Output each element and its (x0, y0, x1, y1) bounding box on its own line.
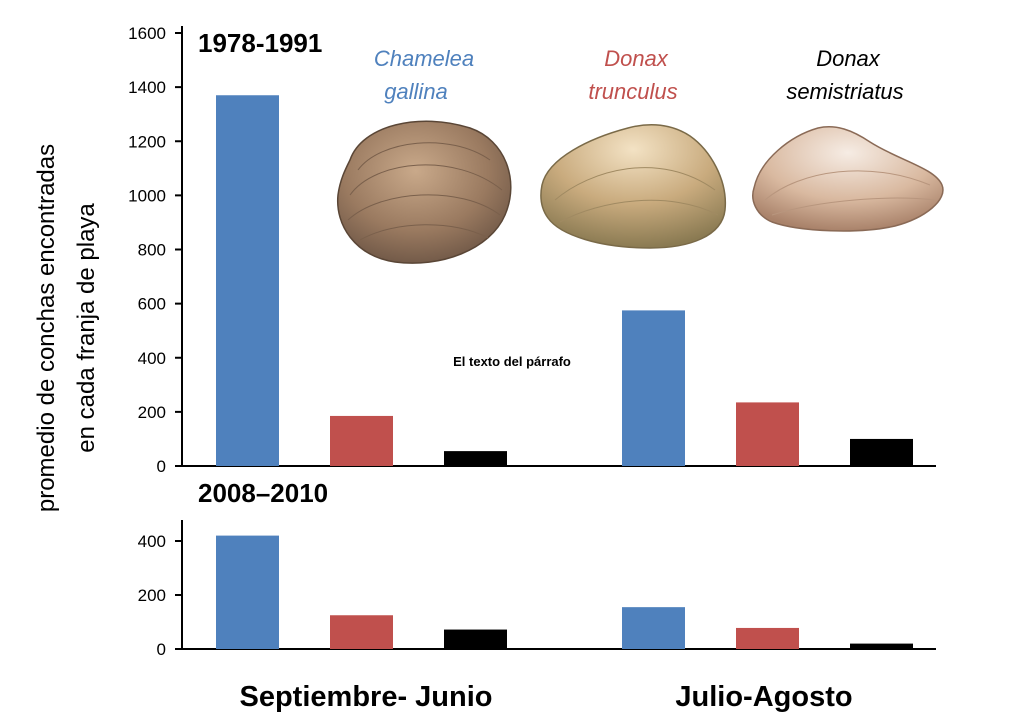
y-axis-label-line2: en cada franja de playa (73, 203, 100, 453)
bar-donax-trunculus (330, 415, 393, 466)
bar-donax-semistriatus (444, 451, 507, 466)
y-tick-label: 0 (157, 640, 166, 659)
category-label-julio-agosto: Julio-Agosto (675, 681, 852, 713)
y-tick-label: 600 (138, 295, 166, 314)
species-label-chamelea-line1: Chamelea (374, 46, 474, 71)
tick-labels: 0 200 400 600 800 1000 1200 1400 1600 0 200 400 (128, 24, 166, 659)
bar-chamelea-gallina (216, 95, 279, 467)
y-tick-label: 400 (138, 349, 166, 368)
species-label-semistriatus-line1: Donax (816, 46, 881, 71)
y-tick-label: 1000 (128, 186, 166, 205)
panel-title-2008-2010: 2008–2010 (198, 478, 328, 508)
bar-chamelea-gallina (216, 535, 279, 649)
panel-title-1978-1991: 1978-1991 (198, 28, 322, 58)
y-tick-label: 1600 (128, 24, 166, 43)
y-tick-label: 200 (138, 586, 166, 605)
bar-donax-semistriatus (444, 629, 507, 649)
bar-donax-semistriatus (850, 438, 913, 466)
category-label-septiembre-junio: Septiembre- Junio (240, 681, 493, 713)
donax-semistriatus-shell-icon (752, 126, 944, 232)
bar-donax-trunculus (330, 615, 393, 649)
y-tick-label: 1400 (128, 78, 166, 97)
y-tick-label: 400 (138, 532, 166, 551)
y-tick-label: 1200 (128, 132, 166, 151)
y-axis-label-line1: promedio de conchas encontradas (33, 144, 60, 512)
y-tick-label: 800 (138, 241, 166, 260)
y-axis-title: promedio de conchas encontradas en cada … (33, 144, 100, 512)
species-label-trunculus-line1: Donax (604, 46, 669, 71)
bar-donax-semistriatus (850, 643, 913, 649)
species-label-chamelea-line2: gallina (384, 79, 448, 104)
bar-chamelea-gallina (622, 607, 685, 649)
chamelea-gallina-shell-icon (337, 120, 512, 264)
bar-donax-trunculus (736, 627, 799, 649)
annotation-text: El texto del párrafo (453, 354, 571, 369)
axes (175, 26, 936, 650)
bars (216, 95, 913, 649)
y-tick-label: 0 (157, 457, 166, 476)
bar-donax-trunculus (736, 402, 799, 466)
species-label-trunculus-line2: trunculus (588, 79, 677, 104)
donax-trunculus-shell-icon (540, 123, 727, 249)
bar-chamelea-gallina (622, 310, 685, 466)
species-legend: Chamelea gallina Donax trunculus Donax s… (374, 46, 904, 104)
y-tick-label: 200 (138, 403, 166, 422)
species-label-semistriatus-line2: semistriatus (786, 79, 903, 104)
